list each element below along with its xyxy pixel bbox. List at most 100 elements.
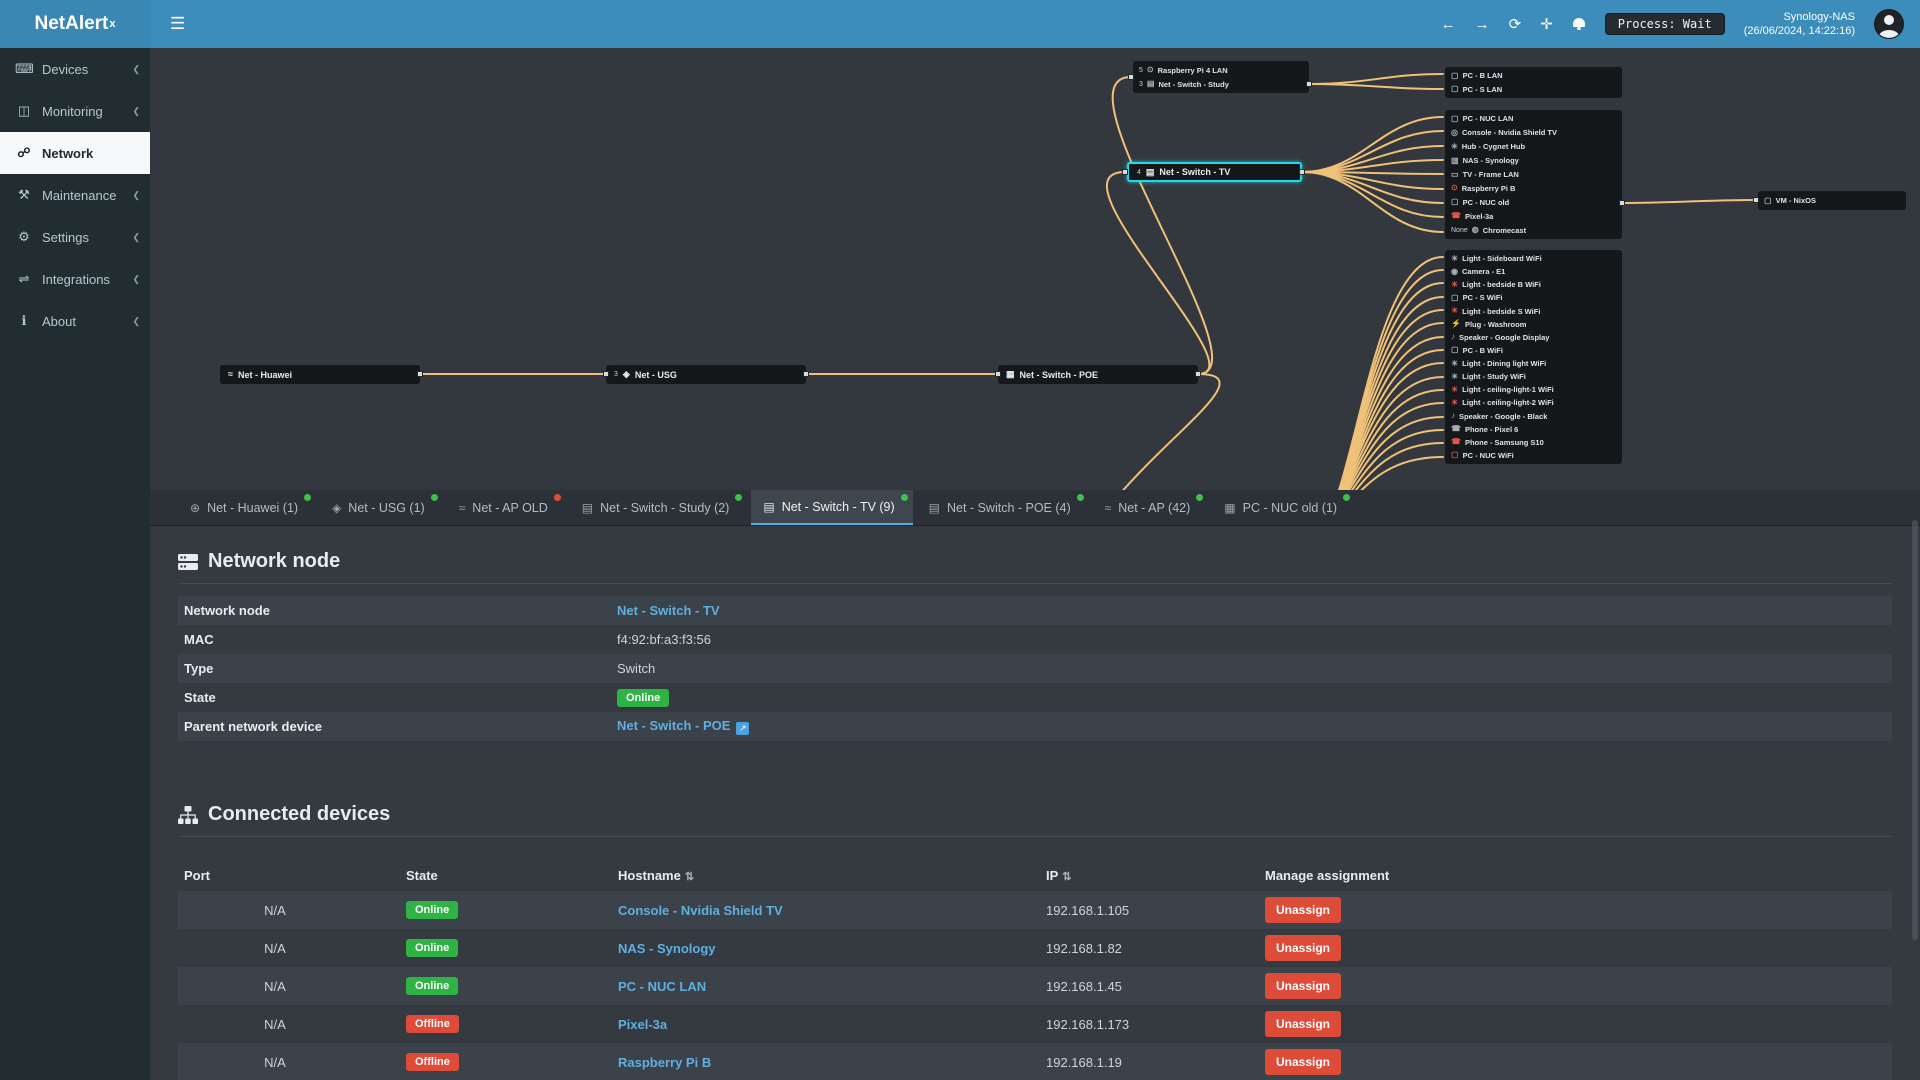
sidebar-item-integrations[interactable]: ⇌ Integrations ❮ <box>0 258 150 300</box>
diagram-device-label: Light - Dining light WiFi <box>1462 359 1547 369</box>
sidebar-item-about[interactable]: ℹ About ❮ <box>0 300 150 342</box>
diagram-device-hub-cygnet-hub[interactable]: ✳ Hub - Cygnet Hub <box>1451 140 1616 154</box>
connection-edge <box>1344 389 1444 490</box>
diagram-device-speaker-google-black[interactable]: ♪ Speaker - Google - Black <box>1451 410 1616 423</box>
forward-icon[interactable]: → <box>1474 15 1490 33</box>
tab-label: Net - AP (42) <box>1118 500 1191 515</box>
diagram-device-light-ceiling-light-1-wifi[interactable]: ☀ Light - ceiling-light-1 WiFi <box>1451 383 1616 396</box>
hostname-link[interactable]: Raspberry Pi B <box>618 1054 712 1070</box>
cell-state: Offline <box>406 1015 618 1033</box>
diagram-device-raspberry-pi-b[interactable]: ⊙ Raspberry Pi B <box>1451 181 1616 195</box>
network-node-title: Network node <box>208 550 341 572</box>
diagram-node-net-switch-tv[interactable]: 4 ▤ Net - Switch - TV <box>1127 162 1302 182</box>
pc-icon: ▢ <box>1451 70 1459 80</box>
unassign-button[interactable]: Unassign <box>1265 973 1342 999</box>
tab-pc-nuc-old-1[interactable]: ▦ PC - NUC old (1) <box>1212 490 1355 525</box>
diagram-device-vm-nixos[interactable]: ▢ VM - NixOS <box>1764 193 1900 208</box>
tab-net-switch-study-2[interactable]: ▤ Net - Switch - Study (2) <box>570 490 748 525</box>
diagram-device-pc-s-lan[interactable]: ▢ PC - S LAN <box>1451 83 1616 97</box>
diagram-device-light-sideboard-wifi[interactable]: ☀ Light - Sideboard WiFi <box>1451 252 1616 265</box>
external-link-icon[interactable]: ↗ <box>736 722 750 735</box>
hostname-link[interactable]: PC - NUC LAN <box>618 978 707 994</box>
diagram-device-label: Speaker - Google - Black <box>1459 411 1548 421</box>
diagram-device-light-study-wifi[interactable]: ☀ Light - Study WiFi <box>1451 370 1616 383</box>
diagram-device-phone-pixel-6[interactable]: ☎ Phone - Pixel 6 <box>1451 423 1616 436</box>
state-badge: Online <box>406 939 459 957</box>
diagram-device-light-bedside-b-wifi[interactable]: ☀ Light - bedside B WiFi <box>1451 278 1616 291</box>
diagram-device-light-bedside-s-wifi[interactable]: ☀ Light - bedside S WiFi <box>1451 305 1616 318</box>
diagram-device-label: PC - B LAN <box>1462 71 1503 81</box>
status-dot <box>553 494 561 501</box>
diagram-device-console-nvidia-shield-tv[interactable]: ◎ Console - Nvidia Shield TV <box>1451 126 1616 140</box>
field-link[interactable]: Net - Switch - TV <box>617 603 720 618</box>
light-icon: ☀ <box>1451 397 1459 407</box>
diagram-node-label: Net - Switch - TV <box>1159 167 1231 177</box>
diagram-device-plug-washroom[interactable]: ⚡ Plug - Washroom <box>1451 318 1616 331</box>
diagram-device-pc-nuc-wifi[interactable]: ▢ PC - NUC WiFi <box>1451 449 1616 462</box>
unassign-button[interactable]: Unassign <box>1265 935 1342 961</box>
field-row-parent-network-device: Parent network device Net - Switch - POE ↗ <box>178 712 1892 741</box>
field-label: Network node <box>184 603 270 618</box>
sidebar-item-devices[interactable]: ⌨ Devices ❮ <box>0 48 150 90</box>
pc-icon: ▢ <box>1451 292 1459 302</box>
notifications-bell-icon[interactable] <box>1572 17 1586 31</box>
diagram-node-net-huawei[interactable]: ≈ Net - Huawei <box>220 365 420 384</box>
unassign-button[interactable]: Unassign <box>1265 1049 1342 1075</box>
sidebar-item-network[interactable]: ☍ Network <box>0 132 150 174</box>
field-value: Switch <box>617 661 656 676</box>
diagram-group-tv-devices-group: ▢ PC - NUC LAN ◎ Console - Nvidia Shield TV… <box>1445 110 1622 239</box>
eth-icon: ▦ <box>1224 500 1236 515</box>
diagram-device-raspberry-pi-4-lan[interactable]: 5 ⊙ Raspberry Pi 4 LAN <box>1139 63 1303 77</box>
tab-net-switch-tv-9[interactable]: ▤ Net - Switch - TV (9) <box>751 490 913 525</box>
diagram-device-speaker-google-display[interactable]: ♪ Speaker - Google Display <box>1451 331 1616 344</box>
column-header-label: Manage assignment <box>1265 867 1390 883</box>
field-link[interactable]: Net - Switch - POE <box>617 718 731 733</box>
diagram-device-pc-b-wifi[interactable]: ▢ PC - B WiFi <box>1451 344 1616 357</box>
diagram-device-camera-e1[interactable]: ◉ Camera - E1 <box>1451 265 1616 278</box>
tab-net-huawei-1[interactable]: ⊕ Net - Huawei (1) <box>178 490 316 525</box>
unassign-button[interactable]: Unassign <box>1265 897 1342 923</box>
state-badge: Offline <box>406 1053 459 1071</box>
diagram-device-light-ceiling-light-2-wifi[interactable]: ☀ Light - ceiling-light-2 WiFi <box>1451 396 1616 409</box>
diagram-device-label: PC - S LAN <box>1462 84 1503 94</box>
hostname-link[interactable]: Console - Nvidia Shield TV <box>618 902 783 918</box>
hostname-link[interactable]: NAS - Synology <box>618 940 716 956</box>
sidebar-item-maintenance[interactable]: ⚒ Maintenance ❮ <box>0 174 150 216</box>
diagram-device-label: Phone - Pixel 6 <box>1464 424 1519 434</box>
field-value: Net - Switch - TV <box>617 603 1892 618</box>
diagram-device-chromecast[interactable]: None ◍ Chromecast <box>1451 223 1616 237</box>
sidebar-item-settings[interactable]: ⚙ Settings ❮ <box>0 216 150 258</box>
sort-icon[interactable]: ⇅ <box>1062 870 1072 883</box>
diagram-device-pc-nuc-lan[interactable]: ▢ PC - NUC LAN <box>1451 112 1616 126</box>
diagram-device-pc-nuc-old[interactable]: ▢ PC - NUC old <box>1451 195 1616 209</box>
chevron-left-icon: ❮ <box>132 63 140 74</box>
cell-hostname: NAS - Synology <box>618 941 1046 956</box>
diagram-device-nas-synology[interactable]: ▥ NAS - Synology <box>1451 154 1616 168</box>
move-icon[interactable]: ✛ <box>1540 15 1553 33</box>
sort-icon[interactable]: ⇅ <box>684 870 695 883</box>
diagram-device-net-switch-study[interactable]: 3 ▤ Net - Switch - Study <box>1139 77 1303 91</box>
diagram-device-phone-samsung-s10[interactable]: ☎ Phone - Samsung S10 <box>1451 436 1616 449</box>
back-icon[interactable]: ← <box>1440 15 1456 33</box>
hostname-link[interactable]: Pixel-3a <box>618 1016 668 1032</box>
diagram-device-tv-frame-lan[interactable]: ▭ TV - Frame LAN <box>1451 168 1616 182</box>
tab-net-usg-1[interactable]: ◈ Net - USG (1) <box>320 490 443 525</box>
diagram-device-pc-b-lan[interactable]: ▢ PC - B LAN <box>1451 69 1616 83</box>
diagram-device-pc-s-wifi[interactable]: ▢ PC - S WiFi <box>1451 291 1616 304</box>
diagram-device-light-dining-light-wifi[interactable]: ☀ Light - Dining light WiFi <box>1451 357 1616 370</box>
tab-net-switch-poe-4[interactable]: ▤ Net - Switch - POE (4) <box>917 490 1089 525</box>
menu-toggle-icon[interactable]: ☰ <box>170 14 186 33</box>
sidebar-item-monitoring[interactable]: ◫ Monitoring ❮ <box>0 90 150 132</box>
app-logo[interactable]: NetAlert x <box>0 0 150 48</box>
diagram-node-net-switch-poe[interactable]: ▦ Net - Switch - POE <box>998 365 1198 384</box>
tab-net-ap-42[interactable]: ≈ Net - AP (42) <box>1093 490 1209 525</box>
refresh-icon[interactable]: ⟳ <box>1508 15 1522 33</box>
diagram-device-pixel-3a[interactable]: ☎ Pixel-3a <box>1451 209 1616 223</box>
switch-icon: ▤ <box>1146 79 1155 88</box>
connection-edge <box>1308 83 1444 90</box>
scrollbar-thumb[interactable] <box>1912 520 1918 940</box>
tab-net-ap-old[interactable]: ≈ Net - AP OLD <box>447 490 566 525</box>
diagram-node-net-usg[interactable]: 3 ◈ Net - USG <box>606 365 806 384</box>
user-avatar[interactable] <box>1874 9 1904 39</box>
unassign-button[interactable]: Unassign <box>1265 1011 1342 1037</box>
